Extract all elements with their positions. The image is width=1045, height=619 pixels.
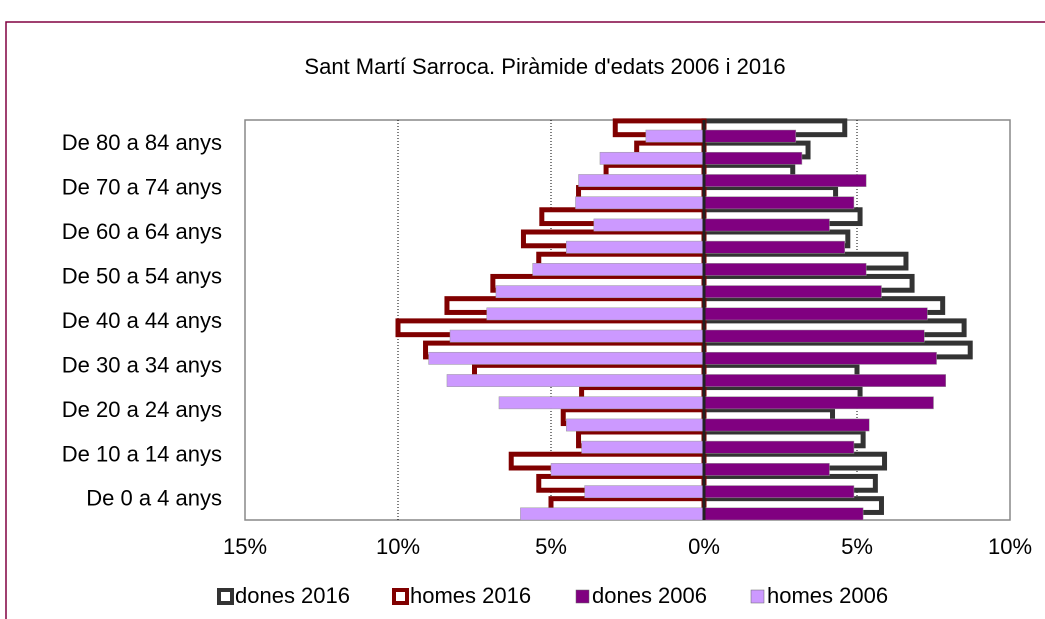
bar: [703, 351, 937, 365]
bar: [532, 263, 705, 276]
bar: [486, 307, 705, 321]
bar: [703, 485, 855, 499]
legend-label: homes 2016: [410, 583, 531, 608]
x-tick-label: 10%: [988, 534, 1032, 559]
bar: [703, 151, 803, 165]
bar: [584, 485, 705, 499]
bar: [703, 463, 830, 476]
bar: [703, 418, 870, 432]
x-tick-label: 5%: [841, 534, 873, 559]
bar: [495, 285, 705, 299]
bar: [581, 440, 705, 454]
bar: [428, 351, 705, 365]
bar: [703, 263, 867, 276]
bar: [703, 196, 855, 210]
legend-marker: [217, 588, 234, 605]
bar: [703, 507, 864, 521]
bar: [703, 440, 855, 454]
bar: [449, 329, 705, 343]
legend-marker: [750, 589, 765, 604]
bar: [703, 374, 946, 387]
x-tick-label: 15%: [223, 534, 267, 559]
y-tick-label: De 80 a 84 anys: [62, 130, 222, 155]
y-tick-label: De 40 a 44 anys: [62, 308, 222, 333]
y-tick-label: De 10 a 14 anys: [62, 441, 222, 466]
bar: [566, 240, 705, 254]
bar: [703, 174, 867, 187]
bar: [703, 307, 928, 321]
bar: [578, 174, 705, 187]
y-tick-label: De 30 a 34 anys: [62, 352, 222, 377]
bar: [520, 507, 705, 521]
bar: [498, 396, 705, 410]
y-tick-label: De 20 a 24 anys: [62, 397, 222, 422]
bar: [703, 129, 797, 143]
y-tick-label: De 70 a 74 anys: [62, 175, 222, 200]
bar: [703, 329, 925, 343]
bar: [645, 129, 705, 143]
bar: [703, 218, 830, 232]
x-tick-label: 5%: [535, 534, 567, 559]
bar: [550, 463, 705, 476]
y-tick-label: De 50 a 54 anys: [62, 263, 222, 288]
y-tick-label: De 0 a 4 anys: [86, 486, 222, 511]
chart-title: Sant Martí Sarroca. Piràmide d'edats 200…: [304, 54, 785, 79]
legend-label: dones 2016: [235, 583, 350, 608]
x-tick-label: 0%: [688, 534, 720, 559]
bar: [566, 418, 705, 432]
bar: [703, 396, 934, 410]
x-tick-label: 10%: [376, 534, 420, 559]
bar: [703, 285, 882, 299]
bar: [599, 151, 705, 165]
legend-marker: [575, 589, 590, 604]
bar: [593, 218, 705, 232]
bar: [575, 196, 705, 210]
bar: [446, 374, 705, 387]
legend-label: homes 2006: [767, 583, 888, 608]
bar: [703, 240, 846, 254]
legend-label: dones 2006: [592, 583, 707, 608]
legend-marker: [392, 588, 409, 605]
y-tick-label: De 60 a 64 anys: [62, 219, 222, 244]
